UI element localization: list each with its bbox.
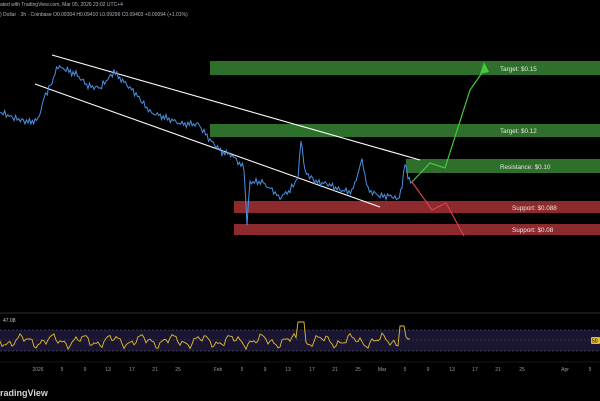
- time-axis-tick: 25: [175, 367, 181, 373]
- bullish-arrow-head: [480, 62, 489, 74]
- target-2-label: Target: $0.15: [500, 66, 537, 73]
- time-axis-tick: 13: [105, 367, 111, 373]
- header-credit: ated with TradingView.com, Mar 05, 2026 …: [0, 2, 123, 8]
- time-axis-tick: Feb: [214, 367, 223, 373]
- rsi-value: 47.08: [3, 318, 16, 324]
- support-2-zone: [234, 224, 600, 235]
- time-axis-tick: 9: [427, 367, 430, 373]
- rsi-band: [0, 330, 600, 351]
- time-axis-tick: 5: [404, 367, 407, 373]
- channel-lower-line[interactable]: [34, 83, 381, 208]
- support-2-label: Support: $0.08: [512, 227, 554, 234]
- time-axis-tick: 9: [84, 367, 87, 373]
- resistance-label: Resistance: $0.10: [500, 164, 551, 171]
- time-axis-tick: 21: [332, 367, 338, 373]
- time-axis-tick: 9: [264, 367, 267, 373]
- time-axis-tick: 17: [309, 367, 315, 373]
- support-1-label: Support: $0.088: [512, 205, 557, 212]
- time-axis-tick: 5: [61, 367, 64, 373]
- time-axis-tick: 2026: [32, 367, 43, 373]
- resistance-zone: [406, 159, 600, 173]
- time-axis-tick: Mar: [378, 367, 387, 373]
- target-2-zone: [210, 61, 600, 75]
- support-1-zone: [234, 201, 600, 213]
- rsi-badge-label: 50: [592, 339, 598, 345]
- chart-header: ated with TradingView.com, Mar 05, 2026 …: [0, 0, 600, 20]
- time-axis-tick: 13: [449, 367, 455, 373]
- time-axis-tick: 21: [495, 367, 501, 373]
- time-axis-tick: 5: [241, 367, 244, 373]
- target-1-label: Target: $0.12: [500, 128, 537, 135]
- tradingview-watermark: radingView: [0, 388, 48, 398]
- target-1-zone: [210, 124, 600, 137]
- time-axis-tick: 17: [472, 367, 478, 373]
- bearish-projection-arrow[interactable]: [411, 181, 465, 237]
- time-axis-tick: 17: [129, 367, 135, 373]
- time-axis-tick: 5: [589, 367, 592, 373]
- rsi-price-badge: [591, 337, 600, 344]
- time-axis[interactable]: 2026 5 9 13 17 21 25 Feb 5 9 13 17 21 25 Mar 5 9 13 17 21 25…: [32, 367, 591, 373]
- footer: radingView: [0, 383, 48, 398]
- time-axis-tick: 25: [355, 367, 361, 373]
- price-series[interactable]: [0, 64, 413, 226]
- time-axis-tick: Apr: [561, 367, 569, 373]
- header-ohlc: ) Dollar · 3h · Coinbase O0.09304 H0.094…: [0, 12, 188, 18]
- bullish-projection-arrow[interactable]: [411, 69, 485, 183]
- time-axis-tick: 13: [285, 367, 291, 373]
- time-axis-tick: 21: [152, 367, 158, 373]
- rsi-series[interactable]: [0, 321, 411, 351]
- time-axis-tick: 25: [519, 367, 525, 373]
